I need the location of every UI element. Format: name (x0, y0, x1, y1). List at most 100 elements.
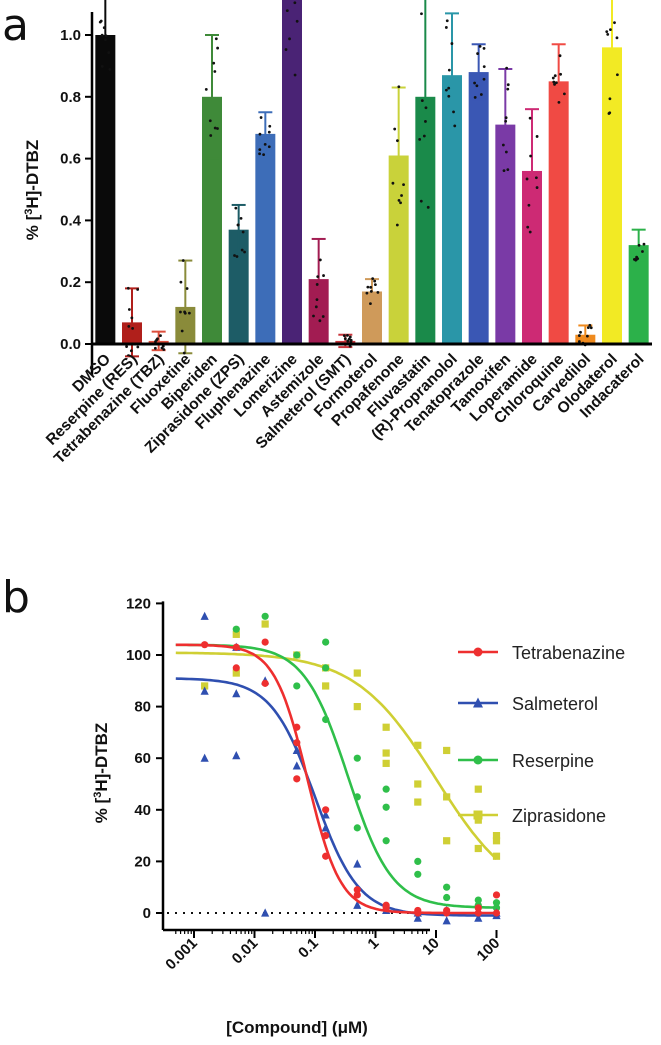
panel-b-x-tick-label: 100 (474, 935, 504, 965)
data-point-ziprasidone (492, 837, 501, 845)
replicate-dot (396, 139, 399, 143)
replicate-dot (506, 168, 510, 172)
replicate-dot (506, 87, 510, 91)
replicate-dot (267, 145, 271, 149)
data-point-ziprasidone (474, 816, 482, 824)
replicate-dot (479, 93, 483, 96)
replicate-dot (504, 119, 508, 123)
replicate-dot (236, 223, 240, 227)
data-point-ziprasidone (443, 793, 451, 801)
replicate-dot (636, 257, 640, 261)
replicate-dot (180, 329, 184, 333)
replicate-dot (208, 119, 212, 123)
replicate-dot (263, 142, 267, 146)
data-point-salmeterol (200, 753, 209, 762)
replicate-dot (475, 84, 479, 88)
legend-label-0: Tetrabenazine (512, 643, 625, 663)
bar-6 (255, 133, 276, 344)
data-point-tetrabenazine (492, 891, 501, 899)
replicate-dot (262, 153, 266, 157)
replicate-dot (285, 9, 289, 12)
panel-b-y-tick-label: 40 (134, 802, 151, 819)
replicate-dot (136, 345, 140, 349)
replicate-dot (365, 291, 369, 295)
replicate-dot (258, 148, 262, 152)
replicate-dot (501, 143, 505, 147)
panel-b-y-tick-label: 60 (134, 750, 151, 767)
replicate-dot (444, 26, 448, 29)
replicate-dot (214, 37, 218, 41)
panel-b-y-tick-label: 120 (126, 595, 151, 612)
data-point-tetrabenazine (443, 906, 451, 915)
bar-17 (548, 81, 569, 344)
data-point-tetrabenazine (414, 909, 422, 917)
data-point-tetrabenazine (293, 775, 301, 783)
replicate-dot (241, 230, 245, 234)
bar-20 (628, 245, 649, 344)
replicate-dot (181, 259, 185, 262)
replicate-dot (322, 274, 325, 277)
replicate-dot (213, 70, 217, 73)
data-point-reserpine (382, 837, 390, 845)
data-point-ziprasidone (382, 759, 390, 767)
panel-b-y-axis-title: % [3H]-DTBZ (92, 723, 111, 824)
replicate-dot (183, 310, 187, 314)
replicate-dot (234, 206, 238, 210)
data-point-ziprasidone (382, 749, 390, 757)
replicate-dot (395, 223, 399, 227)
legend-marker-3 (473, 810, 483, 820)
replicate-dot (369, 285, 373, 289)
bar-14 (468, 72, 489, 344)
replicate-dot (376, 290, 380, 294)
replicate-dot (179, 280, 183, 284)
data-point-tetrabenazine (492, 909, 501, 917)
data-point-salmeterol (292, 761, 301, 770)
data-point-reserpine (293, 682, 301, 690)
legend-marker-0 (473, 647, 483, 657)
replicate-dot (293, 73, 297, 77)
data-point-ziprasidone (492, 832, 501, 840)
replicate-dot (182, 351, 186, 355)
replicate-dot (577, 340, 581, 343)
replicate-dot (615, 73, 619, 77)
replicate-dot (127, 325, 131, 328)
bar-7 (282, 0, 302, 345)
panel-a-y-tick-label: 0.6 (60, 151, 81, 168)
fit-curve-ziprasidone (175, 651, 498, 860)
replicate-dot (130, 316, 134, 320)
data-point-reserpine (414, 870, 422, 878)
replicate-dot (450, 42, 454, 45)
replicate-dot (420, 99, 424, 103)
replicate-dot (153, 346, 157, 350)
data-point-salmeterol (413, 913, 422, 922)
replicate-dot (369, 290, 373, 293)
fit-curve-reserpine (175, 643, 497, 909)
replicate-dot (185, 287, 189, 290)
data-point-reserpine (353, 754, 361, 762)
replicate-dot (258, 152, 261, 156)
panel-b-y-tick-label: 20 (134, 853, 151, 870)
replicate-dot (588, 323, 592, 327)
replicate-dot (100, 64, 104, 68)
panel-b-y-tick-label: 100 (126, 647, 151, 664)
replicate-dot (156, 337, 159, 341)
panel-b-y-tick-label: 80 (134, 699, 151, 716)
panel-b-label: b (2, 572, 30, 623)
replicate-dot (504, 150, 508, 154)
replicate-dot (504, 116, 508, 120)
replicate-dot (212, 61, 216, 65)
replicate-dot (240, 248, 244, 252)
replicate-dot (606, 32, 610, 36)
data-point-salmeterol (353, 859, 362, 868)
data-point-salmeterol (200, 611, 209, 620)
panel-b-x-tick-label: 10 (419, 935, 443, 959)
replicate-dot (478, 44, 482, 48)
replicate-dot (213, 126, 217, 130)
fit-curve-salmeterol (175, 677, 497, 917)
replicate-dot (125, 345, 129, 348)
data-point-salmeterol (232, 751, 241, 760)
replicate-dot (314, 305, 318, 309)
replicate-dot (371, 277, 375, 281)
replicate-dot (502, 169, 506, 173)
